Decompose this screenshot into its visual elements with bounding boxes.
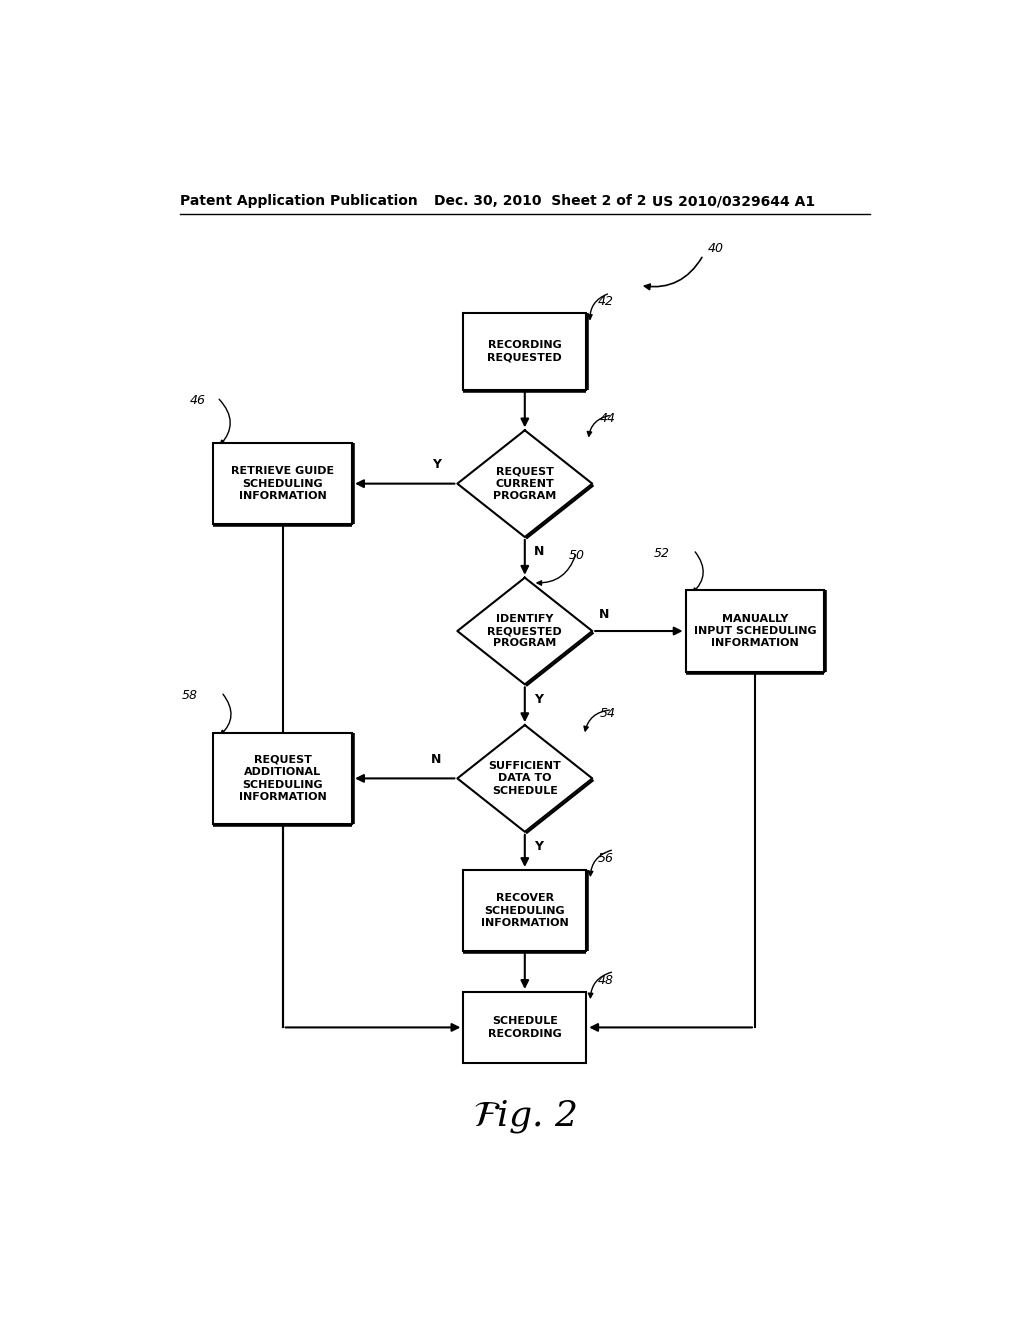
Text: SCHEDULE
RECORDING: SCHEDULE RECORDING: [487, 1016, 562, 1039]
Text: Patent Application Publication: Patent Application Publication: [179, 194, 418, 209]
Text: US 2010/0329644 A1: US 2010/0329644 A1: [652, 194, 815, 209]
Text: Dec. 30, 2010  Sheet 2 of 2: Dec. 30, 2010 Sheet 2 of 2: [433, 194, 646, 209]
Text: MANUALLY
INPUT SCHEDULING
INFORMATION: MANUALLY INPUT SCHEDULING INFORMATION: [693, 614, 816, 648]
Text: RETRIEVE GUIDE
SCHEDULING
INFORMATION: RETRIEVE GUIDE SCHEDULING INFORMATION: [231, 466, 334, 502]
Text: Y: Y: [432, 458, 441, 471]
Text: 50: 50: [568, 549, 585, 562]
Text: Y: Y: [535, 693, 544, 705]
Bar: [463, 313, 587, 389]
Text: N: N: [599, 609, 609, 620]
Text: 46: 46: [189, 395, 206, 408]
Text: SUFFICIENT
DATA TO
SCHEDULE: SUFFICIENT DATA TO SCHEDULE: [488, 762, 561, 796]
Text: IDENTIFY
REQUESTED
PROGRAM: IDENTIFY REQUESTED PROGRAM: [487, 614, 562, 648]
Bar: [463, 870, 587, 952]
Bar: [213, 444, 352, 524]
Text: 40: 40: [708, 242, 723, 255]
Text: N: N: [431, 754, 441, 766]
Text: 58: 58: [181, 689, 198, 702]
Bar: [213, 733, 352, 824]
Text: $\mathcal{F}$ig. 2: $\mathcal{F}$ig. 2: [473, 1098, 577, 1135]
Text: RECORDING
REQUESTED: RECORDING REQUESTED: [487, 341, 562, 363]
Text: Y: Y: [535, 840, 544, 853]
Text: REQUEST
ADDITIONAL
SCHEDULING
INFORMATION: REQUEST ADDITIONAL SCHEDULING INFORMATIO…: [239, 755, 327, 803]
Polygon shape: [458, 578, 592, 684]
Text: 54: 54: [600, 708, 616, 719]
Bar: [685, 590, 824, 672]
Text: 42: 42: [598, 296, 614, 309]
Polygon shape: [458, 725, 592, 832]
Text: N: N: [535, 545, 545, 558]
Text: RECOVER
SCHEDULING
INFORMATION: RECOVER SCHEDULING INFORMATION: [481, 894, 568, 928]
Text: REQUEST
CURRENT
PROGRAM: REQUEST CURRENT PROGRAM: [494, 466, 556, 502]
Bar: [463, 991, 587, 1063]
Text: 48: 48: [598, 974, 614, 987]
Text: 44: 44: [600, 412, 616, 425]
Text: 52: 52: [653, 546, 670, 560]
Polygon shape: [458, 430, 592, 537]
Text: 56: 56: [598, 851, 614, 865]
